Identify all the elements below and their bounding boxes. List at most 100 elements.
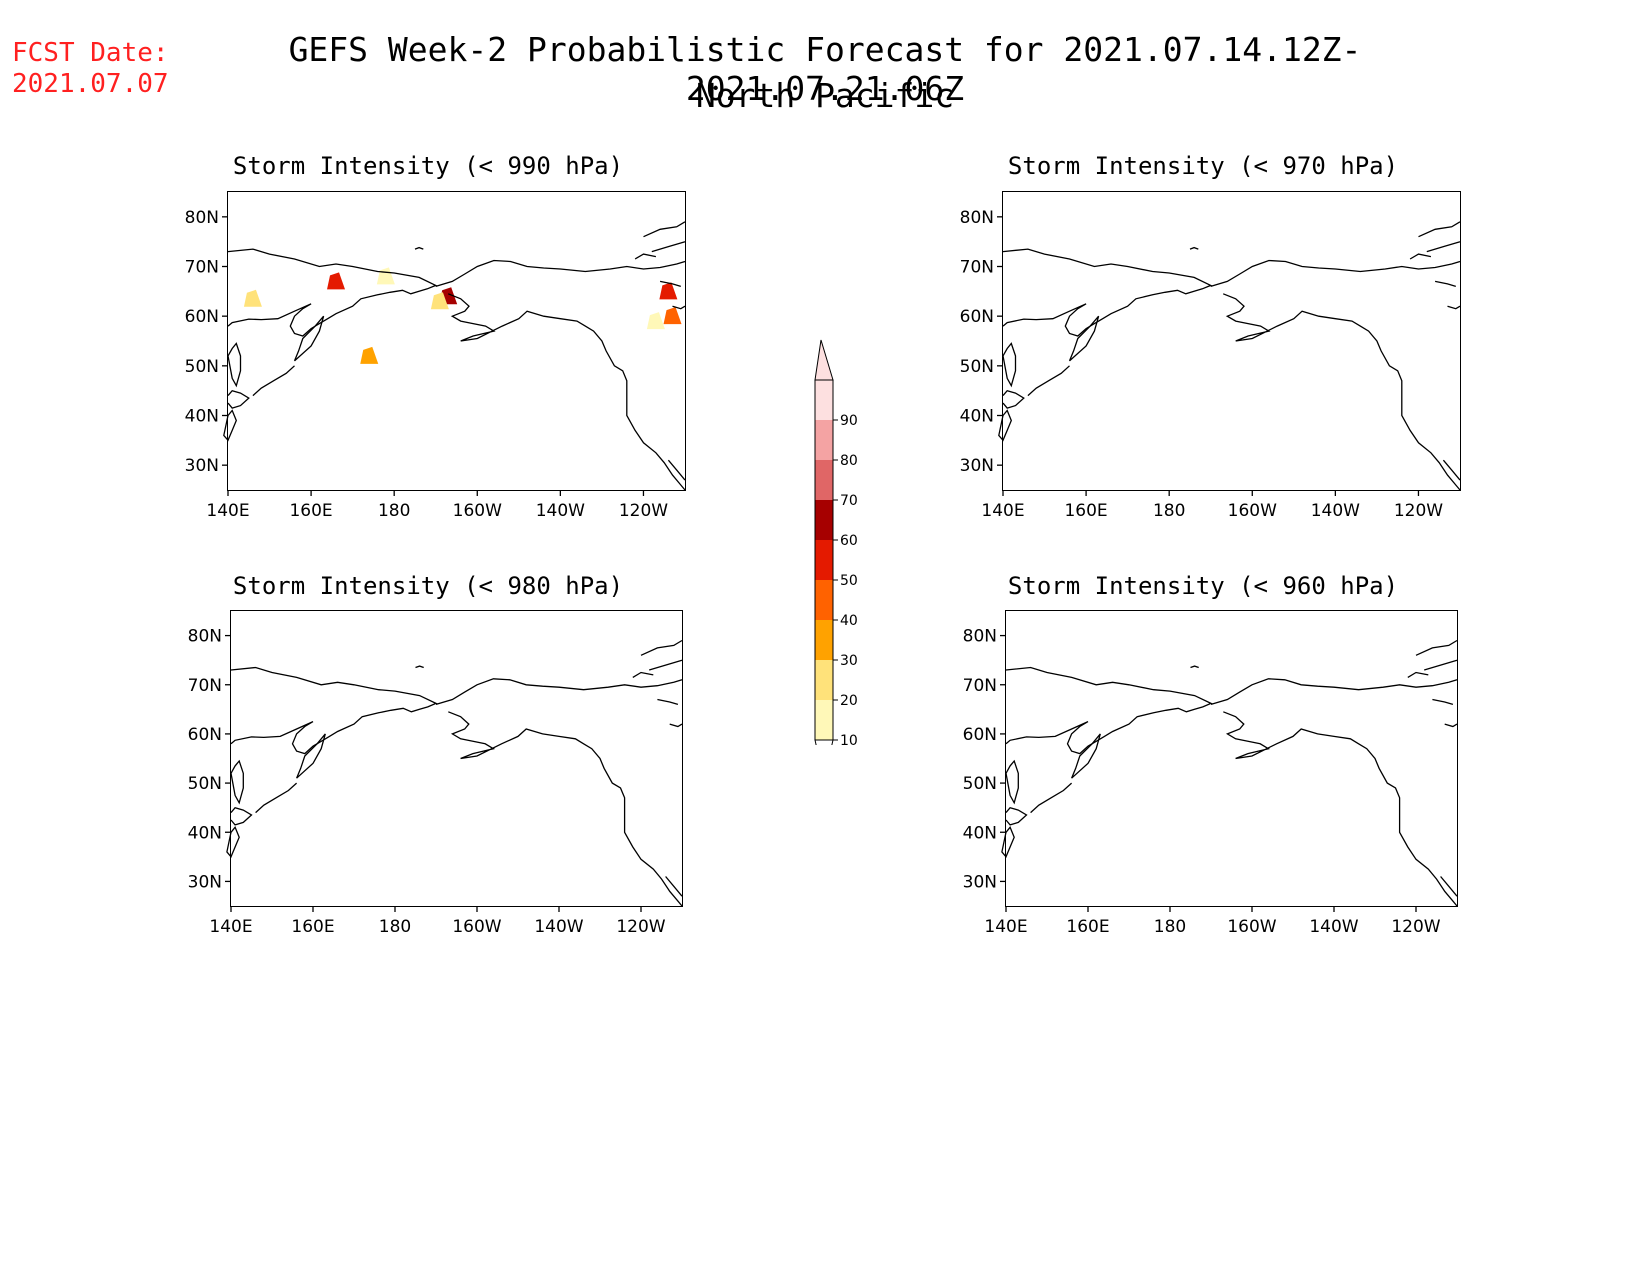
probability-cell (243, 289, 262, 307)
coastline (1418, 221, 1461, 238)
coastline (223, 409, 238, 442)
fcst-date-block: FCST Date: 2021.07.07 (12, 38, 169, 100)
coastline (1002, 342, 1017, 388)
coastline (230, 666, 438, 755)
map-canvas: 140E 160E 180 160W 140W 120W 30N 40N 50N 60N 70N 80… (963, 627, 1458, 937)
colorbar-label: 10 (840, 733, 858, 745)
coastline (447, 293, 686, 491)
probability-cell (327, 272, 346, 290)
colorbar-label: 30 (840, 653, 858, 669)
coastline (1030, 782, 1073, 814)
lat-tick-label: 70N (963, 676, 997, 696)
lat-tick-label: 60N (188, 725, 222, 745)
coastline (1070, 733, 1101, 779)
lon-tick-label: 160E (1066, 917, 1109, 937)
map-canvas: 140E 160E 180 160W 140W 120W 30N 40N 50N 60N 70N 80… (960, 208, 1461, 521)
colorbar-label: 60 (840, 533, 858, 549)
coastline (448, 711, 683, 907)
coastline (1190, 665, 1199, 669)
map-panel-990: 140E 160E 180 160W 140W 120W 30N 40N 50N 60N 70N 80… (185, 191, 686, 521)
probability-cell (663, 307, 682, 325)
map-canvas: 140E 160E 180 160W 140W 120W 30N 40N 50N 60N 70N 80… (188, 627, 683, 937)
lat-tick-label: 40N (185, 407, 219, 427)
colorbar-swatch (815, 420, 833, 460)
probability-cell (360, 346, 379, 364)
colorbar-swatch (815, 500, 833, 540)
coastline (1432, 698, 1454, 706)
colorbar-swatch (815, 700, 833, 740)
lon-tick-label: 140E (206, 501, 249, 521)
lon-tick-label: 160E (291, 917, 334, 937)
lon-tick-label: 120W (619, 501, 668, 521)
colorbar-swatch (815, 460, 833, 500)
lon-tick-label: 160E (289, 501, 332, 521)
colorbar-label: 70 (840, 493, 858, 509)
coastline (1001, 826, 1015, 859)
coastline (1442, 459, 1461, 481)
coastline (1005, 806, 1028, 826)
coastline (1434, 280, 1456, 288)
colorbar-swatch (815, 580, 833, 620)
coastline (1002, 248, 1213, 337)
colorbar-top-arrow (814, 339, 834, 381)
lon-tick-label: 140W (534, 917, 583, 937)
panel-title-980: Storm Intensity (< 980 hPa) (232, 572, 624, 600)
lat-tick-label: 50N (960, 357, 994, 377)
lat-tick-label: 50N (963, 774, 997, 794)
coastline (227, 342, 242, 388)
lon-tick-label: 180 (379, 917, 411, 937)
lat-tick-label: 30N (188, 872, 222, 892)
coastline (1002, 389, 1025, 409)
coastline (227, 389, 250, 409)
lat-tick-label: 40N (188, 823, 222, 843)
coastline (998, 409, 1013, 442)
lat-tick-label: 70N (185, 258, 219, 278)
coastline (1447, 305, 1461, 310)
coastline (672, 305, 686, 310)
lat-tick-label: 50N (188, 774, 222, 794)
lon-tick-label: 160W (1227, 917, 1276, 937)
lat-tick-label: 60N (963, 725, 997, 745)
lat-tick-label: 80N (960, 208, 994, 228)
coastline (657, 698, 679, 706)
main-title: GEFS Week-2 Probabilistic Forecast for 2… (288, 30, 1362, 108)
lon-tick-label: 160W (453, 501, 502, 521)
map-panel-970: 140E 160E 180 160W 140W 120W 30N 40N 50N 60N 70N 80… (960, 191, 1461, 521)
coastline (640, 639, 683, 656)
lat-tick-label: 70N (188, 676, 222, 696)
region-subtitle: North Pacific (695, 76, 955, 115)
lat-tick-label: 80N (963, 627, 997, 647)
lat-tick-label: 30N (960, 456, 994, 476)
lon-tick-label: 120W (1394, 501, 1443, 521)
lon-tick-label: 160E (1064, 501, 1107, 521)
coastline (1426, 241, 1461, 253)
lon-tick-label: 180 (1154, 917, 1186, 937)
lat-tick-label: 70N (960, 258, 994, 278)
probability-cell (659, 282, 678, 300)
coastline (1415, 639, 1458, 656)
coastline (1189, 246, 1199, 250)
colorbar-swatch (815, 660, 833, 700)
panel-title-970: Storm Intensity (< 970 hPa) (1007, 152, 1399, 180)
lon-tick-label: 140E (984, 917, 1027, 937)
map-panel-960: 140E 160E 180 160W 140W 120W 30N 40N 50N 60N 70N 80… (963, 610, 1458, 937)
coastline (667, 459, 686, 481)
coastline (252, 365, 295, 397)
map-canvas: 140E 160E 180 160W 140W 120W 30N 40N 50N 60N 70N 80… (185, 208, 686, 521)
probability-cell (376, 267, 395, 285)
lon-tick-label: 160W (1228, 501, 1277, 521)
colorbar-label: 50 (840, 573, 858, 589)
lat-tick-label: 80N (188, 627, 222, 647)
coastline (230, 759, 244, 805)
panel-title-990: Storm Intensity (< 990 hPa) (232, 152, 624, 180)
lon-tick-label: 180 (378, 501, 410, 521)
fcst-date-label: FCST Date: (12, 38, 169, 68)
coastline (659, 280, 681, 288)
coastline (1407, 671, 1429, 678)
coastline (1222, 293, 1461, 491)
panel-title-960: Storm Intensity (< 960 hPa) (1007, 572, 1399, 600)
coastline (226, 826, 240, 859)
lon-tick-label: 120W (1391, 917, 1440, 937)
coastline (665, 876, 683, 897)
lon-tick-label: 140W (1309, 917, 1358, 937)
